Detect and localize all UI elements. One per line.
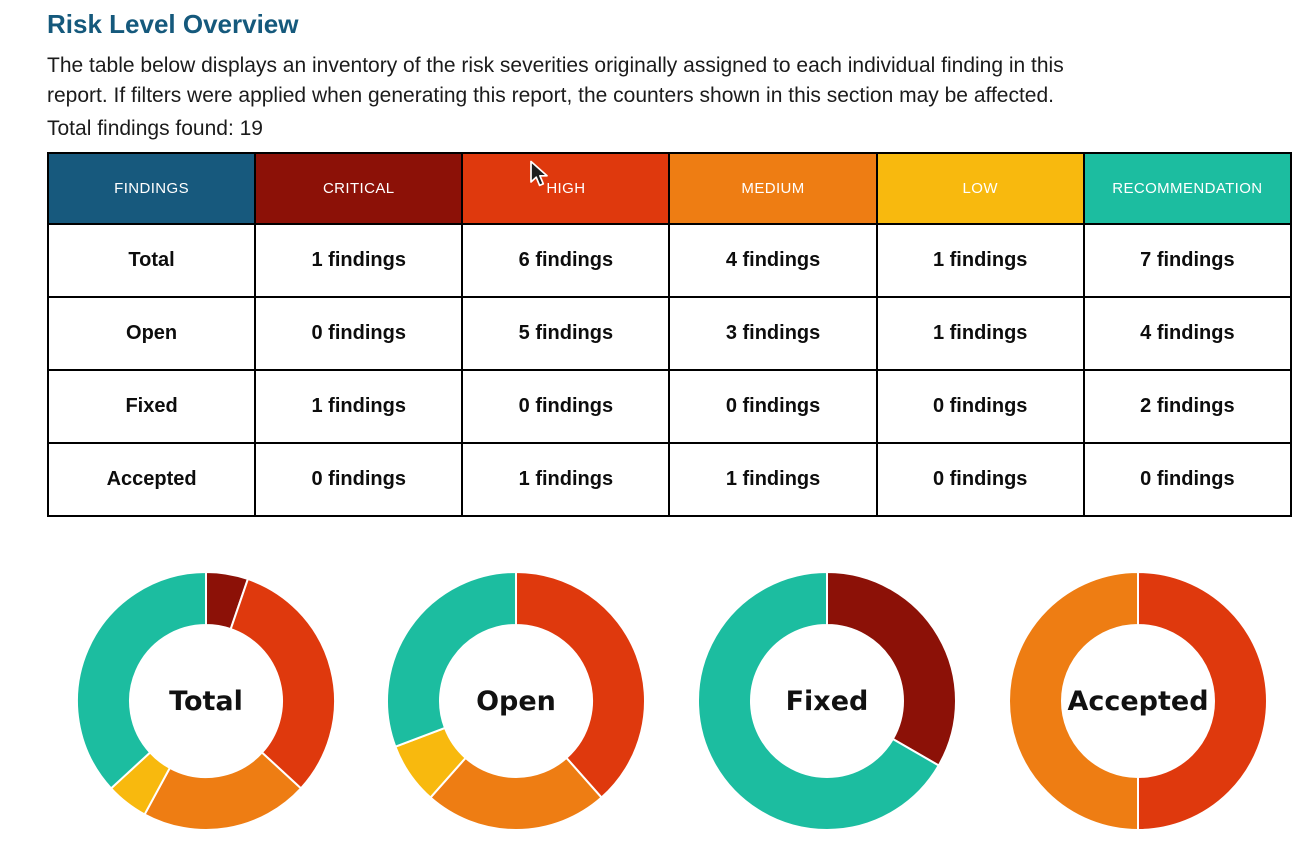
table-row-total: Total 1 findings 6 findings 4 findings 1 fin… [46, 223, 1293, 298]
column-header-critical: CRITICAL [254, 152, 464, 225]
cell-open-high: 5 findings [461, 296, 671, 371]
donut-chart-fixed: Fixed [696, 570, 958, 832]
cell-fixed-recommendation: 2 findings [1082, 369, 1293, 444]
intro-line-1: The table below displays an inventory of… [47, 54, 1064, 77]
wedge-total-high [229, 577, 336, 790]
intro-line-2: report. If filters were applied when gen… [47, 84, 1054, 107]
table-row-open: Open 0 findings 5 findings 3 findings 1 find… [46, 296, 1293, 371]
table-row-accepted: Accepted 0 findings 1 findings 1 findings 0 … [46, 442, 1293, 517]
risk-severity-table: FINDINGS CRITICAL HIGH MEDIUM LOW RECOMMENDAT… [46, 152, 1293, 517]
cell-total-low: 1 findings [875, 223, 1085, 298]
wedge-open-recommendation [386, 571, 517, 748]
wedge-accepted-medium [1008, 571, 1139, 831]
cell-total-critical: 1 findings [254, 223, 464, 298]
header-row: FINDINGS CRITICAL HIGH MEDIUM LOW RECOMMENDAT… [46, 152, 1293, 225]
wedge-fixed-critical [826, 571, 957, 767]
total-findings-count: Total findings found: 19 [47, 117, 263, 140]
cell-accepted-low: 0 findings [875, 442, 1085, 517]
cell-fixed-high: 0 findings [461, 369, 671, 444]
column-header-recommendation: RECOMMENDATION [1082, 152, 1293, 225]
cell-accepted-medium: 1 findings [668, 442, 878, 517]
cell-fixed-critical: 1 findings [254, 369, 464, 444]
intro-paragraph: The table below displays an inventory of… [47, 51, 1064, 111]
donut-chart-svg-total [76, 571, 336, 831]
risk-table-header: FINDINGS CRITICAL HIGH MEDIUM LOW RECOMMENDAT… [46, 152, 1293, 225]
cell-accepted-high: 1 findings [461, 442, 671, 517]
cell-total-high: 6 findings [461, 223, 671, 298]
cell-open-medium: 3 findings [668, 296, 878, 371]
row-label-open: Open [46, 296, 257, 371]
cell-total-medium: 4 findings [668, 223, 878, 298]
table-row-fixed: Fixed 1 findings 0 findings 0 findings 0 fin… [46, 369, 1293, 444]
arrow-cursor-icon [530, 160, 548, 187]
cell-accepted-recommendation: 0 findings [1082, 442, 1293, 517]
donut-chart-total: Total [75, 570, 337, 832]
cell-fixed-low: 0 findings [875, 369, 1085, 444]
wedge-fixed-recommendation [697, 571, 940, 831]
column-header-findings: FINDINGS [46, 152, 257, 225]
wedge-open-high [515, 571, 646, 799]
column-header-high: HIGH [461, 152, 671, 225]
donut-chart-row: Total Open Fixed Accepted [0, 570, 1303, 832]
risk-table-body: Total 1 findings 6 findings 4 findings 1 fin… [46, 223, 1293, 517]
cell-total-recommendation: 7 findings [1082, 223, 1293, 298]
donut-chart-svg-accepted [1008, 571, 1268, 831]
donut-chart-svg-open [386, 571, 646, 831]
cell-open-recommendation: 4 findings [1082, 296, 1293, 371]
donut-chart-open: Open [385, 570, 647, 832]
donut-chart-accepted: Accepted [1007, 570, 1269, 832]
page-title: Risk Level Overview [47, 9, 299, 39]
wedge-total-medium [143, 751, 302, 831]
donut-chart-svg-fixed [697, 571, 957, 831]
wedge-accepted-high [1137, 571, 1268, 831]
column-header-low: LOW [875, 152, 1085, 225]
row-label-accepted: Accepted [46, 442, 257, 517]
row-label-fixed: Fixed [46, 369, 257, 444]
wedge-total-recommendation [76, 571, 207, 790]
column-header-medium: MEDIUM [668, 152, 878, 225]
cell-accepted-critical: 0 findings [254, 442, 464, 517]
cell-open-low: 1 findings [875, 296, 1085, 371]
cell-open-critical: 0 findings [254, 296, 464, 371]
cell-fixed-medium: 0 findings [668, 369, 878, 444]
row-label-total: Total [46, 223, 257, 298]
